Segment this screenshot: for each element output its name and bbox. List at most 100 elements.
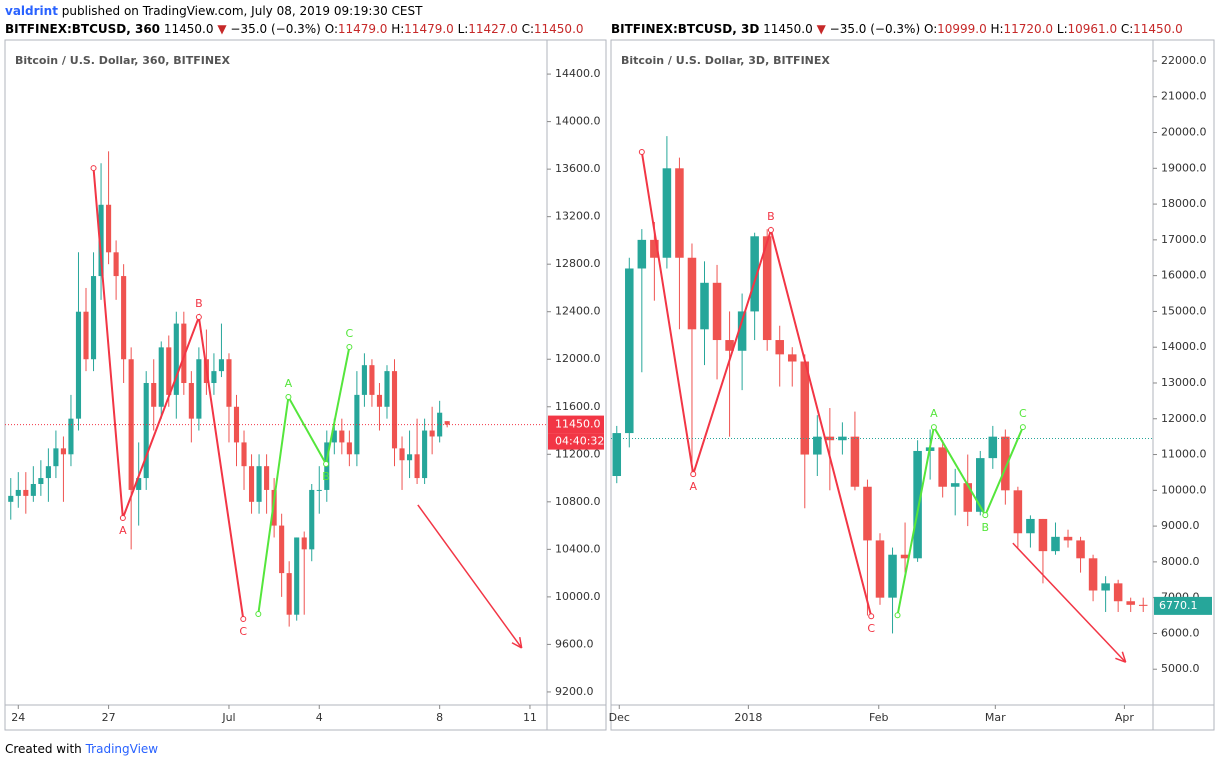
last-price: 11450.0 xyxy=(163,22,214,36)
candle-body xyxy=(1026,518,1035,534)
abc-pattern xyxy=(92,167,245,620)
y-tick-label: 13200.0 xyxy=(555,210,601,223)
candle-body xyxy=(750,236,759,312)
candle-body xyxy=(863,486,872,541)
candle-body xyxy=(950,483,960,487)
ohlc-value: 11479.0 xyxy=(404,22,454,36)
candle-body xyxy=(264,466,270,490)
candle-body xyxy=(938,447,947,487)
candle-body xyxy=(75,311,82,419)
candle-body xyxy=(1063,536,1073,541)
candle-body xyxy=(38,478,44,484)
y-tick-label: 21000.0 xyxy=(1161,90,1207,103)
pattern-point xyxy=(1019,424,1026,431)
ohlc-label: L: xyxy=(457,22,469,36)
candle-body xyxy=(391,371,398,449)
candle-body xyxy=(211,371,217,384)
candle-body xyxy=(422,430,428,479)
candle-body xyxy=(151,383,157,407)
x-tick-label: 27 xyxy=(102,711,116,724)
candle-body xyxy=(399,448,405,461)
candle-body xyxy=(83,311,89,360)
candle-body xyxy=(1001,436,1010,491)
ohlc-label: O: xyxy=(324,22,338,36)
candle-body xyxy=(700,282,709,330)
candle-body xyxy=(850,436,860,487)
arrow-head xyxy=(518,637,523,649)
panel-frame xyxy=(610,39,1215,731)
candle-body xyxy=(241,442,247,467)
ohlc-value: 10961.0 xyxy=(1067,22,1118,36)
down-icon: ▼ xyxy=(816,22,826,36)
pattern-point xyxy=(930,424,937,431)
candle-body xyxy=(30,484,36,496)
arrow-head xyxy=(511,642,523,649)
footer: Created with TradingView xyxy=(5,742,158,756)
pattern-point xyxy=(982,512,989,519)
y-tick-label: 8000.0 xyxy=(1161,555,1200,568)
candle-body xyxy=(414,454,420,479)
x-tick-label: Dec xyxy=(609,711,630,724)
x-tick-label: 8 xyxy=(436,711,443,724)
last-price: 11450.0 xyxy=(763,22,813,36)
change: −35.0 (−0.3%) xyxy=(230,22,321,36)
pattern-label: B xyxy=(195,297,203,310)
ohlc-label: H: xyxy=(391,22,405,36)
y-tick-label: 5000.0 xyxy=(1161,662,1200,675)
created-with: Created with xyxy=(5,742,82,756)
price-label: 11450.0 xyxy=(555,418,601,431)
candle-body xyxy=(437,412,443,437)
author[interactable]: valdrint xyxy=(5,4,58,18)
y-tick-label: 12000.0 xyxy=(1161,412,1207,425)
ohlc-value: 11427.0 xyxy=(468,22,518,36)
candle-body xyxy=(271,489,277,526)
change: −35.0 (−0.3%) xyxy=(829,22,921,36)
y-tick-label: 15000.0 xyxy=(1161,304,1207,317)
candle-body xyxy=(53,448,59,467)
abc-pattern xyxy=(640,151,873,617)
pattern-point xyxy=(638,148,645,155)
y-tick-label: 18000.0 xyxy=(1161,197,1207,210)
candle-body xyxy=(712,282,722,341)
candle-body xyxy=(976,458,985,512)
pattern-label: B xyxy=(767,210,775,223)
candle-body xyxy=(8,495,14,502)
pattern-point xyxy=(119,514,126,521)
y-tick-label: 17000.0 xyxy=(1161,233,1207,246)
candle-body xyxy=(113,252,119,277)
candle-body xyxy=(725,340,734,351)
y-tick-label: 12400.0 xyxy=(555,305,601,318)
candle-body xyxy=(625,268,634,434)
pattern-label: C xyxy=(1019,407,1027,420)
symbol: BITFINEX:BTCUSD, 360 xyxy=(5,22,161,36)
y-tick-label: 20000.0 xyxy=(1161,126,1207,139)
y-tick-label: 14000.0 xyxy=(1161,340,1207,353)
countdown: 04:40:32 xyxy=(555,435,604,448)
pattern-point xyxy=(894,612,901,619)
candle-body xyxy=(369,365,375,395)
symbol-info: BITFINEX:BTCUSD, 360 11450.0 ▼ −35.0 (−0… xyxy=(5,22,584,36)
candle-body xyxy=(181,323,187,384)
candle-body xyxy=(68,418,74,455)
candle-body xyxy=(98,204,104,277)
pattern-label: C xyxy=(239,625,247,638)
pattern-label: A xyxy=(119,524,127,537)
y-tick-label: 10000.0 xyxy=(1161,483,1207,496)
abc-pattern xyxy=(257,346,351,615)
chart-title: Bitcoin / U.S. Dollar, 3D, BITFINEX xyxy=(621,54,830,67)
x-tick-label: 11 xyxy=(523,711,537,724)
candle-body xyxy=(339,430,345,443)
brand[interactable]: TradingView xyxy=(85,742,159,756)
pattern-label: C xyxy=(867,622,875,635)
trend-arrow xyxy=(1012,542,1127,663)
x-tick-label: Jul xyxy=(221,711,235,724)
pattern-label: C xyxy=(346,327,354,340)
candle-body xyxy=(218,359,225,372)
y-tick-label: 9000.0 xyxy=(1161,519,1200,532)
arrow-head xyxy=(1115,657,1126,663)
candle-body xyxy=(136,478,142,490)
pattern-point xyxy=(868,613,875,620)
candle-body xyxy=(309,489,315,550)
candle-body xyxy=(60,448,66,455)
